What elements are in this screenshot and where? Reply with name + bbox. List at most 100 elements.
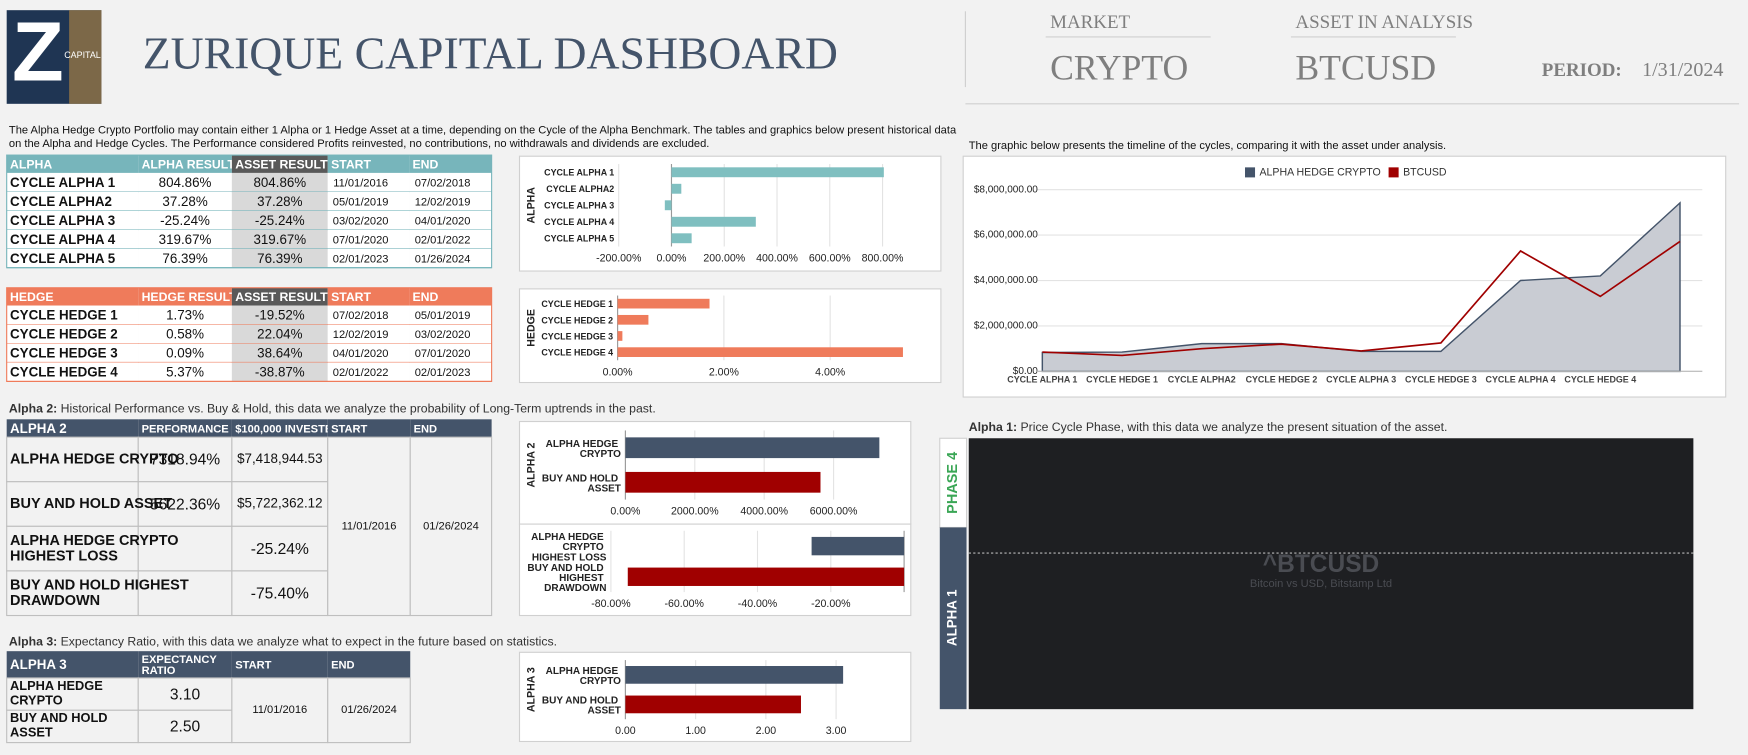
bar [617, 347, 903, 357]
table-cell-text: 76.39% [257, 251, 302, 266]
table-cell-text: 03/02/2020 [333, 215, 389, 227]
table-cell-text: $5,722,362.12 [237, 496, 322, 511]
table-cell [231, 248, 328, 268]
bar [625, 666, 844, 684]
x-tick-label: 1.00 [685, 725, 706, 737]
table-cell-text: 37.28% [162, 194, 207, 209]
table-cell [6, 248, 139, 268]
table-cell [327, 229, 410, 249]
y-tick-label: ALPHA HEDGE CRYPTO [546, 666, 622, 687]
table-cell-text: ALPHA HEDGE CRYPTO [10, 678, 106, 707]
table-cell [409, 436, 493, 617]
axis-label: ALPHA [526, 187, 538, 224]
table-cell [327, 419, 411, 438]
table-cell [409, 362, 492, 382]
table-cell [327, 248, 410, 268]
x-tick-label: -40.00% [738, 598, 778, 610]
axis-label: ALPHA 3 [526, 667, 538, 712]
table-cell-text: 22.04% [257, 327, 302, 342]
table-cell [138, 210, 232, 230]
x-tick-label: 2.00% [709, 366, 740, 378]
table-cell-text: 02/01/2022 [333, 367, 389, 379]
table-header: START [331, 423, 367, 435]
x-tick-label: 0.00% [656, 253, 687, 265]
table-cell [231, 677, 329, 744]
price-chart-image [968, 438, 1694, 710]
table-cell [138, 362, 232, 382]
table-cell-text: BUY AND HOLD ASSET [10, 711, 111, 740]
table-cell [6, 210, 139, 230]
phase-label: ALPHA 1 [945, 589, 960, 646]
table-cell [6, 677, 139, 711]
legend-label: ALPHA HEDGE CRYPTO [1259, 167, 1380, 179]
y-tick-label: CYCLE ALPHA 5 [544, 234, 614, 244]
table-cell [231, 436, 329, 483]
table-cell-text: 804.86% [253, 175, 306, 190]
table-cell-text: 12/02/2019 [415, 196, 471, 208]
table-cell-text: 07/02/2018 [415, 177, 471, 189]
legend-label: BTCUSD [1403, 167, 1447, 179]
y-tick-label: $2,000,000.00 [974, 321, 1038, 332]
x-tick-label: CYCLE HEDGE 3 [1405, 375, 1477, 385]
table-cell [231, 305, 328, 325]
table-cell-text: -25.24% [255, 213, 305, 228]
table-header: EXPECTANCY RATIO [142, 654, 220, 677]
table-cell [138, 324, 232, 344]
market: CRYPTO [1050, 48, 1188, 88]
table-header: HEDGE [10, 290, 54, 304]
period-label: PERIOD: [1542, 60, 1622, 81]
y-tick-label: CYCLE ALPHA 3 [544, 201, 614, 211]
table-cell-text: 11/01/2016 [342, 520, 397, 532]
table-cell-text: 0.58% [166, 327, 204, 342]
y-tick-label: ALPHA HEDGE CRYPTO HIGHEST LOSS [531, 532, 607, 563]
y-tick-label: $0.00 [1013, 366, 1038, 377]
table-cell-text: 2.50 [170, 719, 201, 736]
table-header: ASSET RESULT [235, 157, 328, 171]
symbol: ^BTCUSD [1263, 551, 1379, 578]
table-cell [6, 525, 139, 572]
asset: BTCUSD [1295, 48, 1436, 88]
table-cell [137, 677, 233, 711]
table-cell-text: 319.67% [159, 232, 212, 247]
y-tick-label: CYCLE ALPHA 4 [544, 217, 614, 227]
table-cell-text: BUY AND HOLD HIGHEST DRAWDOWN [10, 577, 193, 609]
table-header: ALPHA 2 [10, 421, 67, 436]
table-cell [138, 191, 232, 211]
x-tick-label: -200.00% [596, 253, 642, 265]
table-cell-text: 02/01/2023 [333, 253, 389, 265]
logo-text: CAPITAL [64, 50, 101, 60]
intro-text: on the Alpha and Hedge Cycles. The Perfo… [9, 138, 709, 150]
table-header: ALPHA RESULT [142, 157, 236, 171]
logo-letter: Z [12, 3, 64, 98]
bar [664, 200, 672, 211]
table-cell [231, 155, 328, 173]
bar [625, 695, 801, 714]
table-cell [327, 343, 410, 363]
table-border [6, 287, 493, 382]
note: Alpha 1: Price Cycle Phase, with this da… [969, 420, 1448, 434]
period: 1/31/2024 [1642, 59, 1723, 81]
table-header: ASSET RESULT [235, 290, 328, 304]
phase-box [939, 527, 967, 710]
table-cell-text: 11/01/2016 [252, 704, 307, 716]
table-cell [409, 287, 492, 306]
table-cell [6, 419, 139, 438]
note: The graphic below presents the timeline … [969, 140, 1446, 152]
bar [811, 536, 905, 556]
table-cell [231, 525, 329, 572]
bar [617, 331, 623, 341]
table-cell [231, 172, 328, 192]
table-cell-text: 11/01/2016 [333, 177, 388, 189]
table-border [6, 154, 493, 269]
x-tick-label: 800.00% [862, 253, 904, 265]
table-cell [231, 191, 328, 211]
table-header: END [331, 660, 354, 672]
table-cell [138, 172, 232, 192]
table-cell [138, 248, 232, 268]
y-tick-label: CYCLE HEDGE 1 [541, 299, 613, 309]
table-cell-text: 01/26/2024 [415, 253, 471, 265]
table-cell [6, 651, 139, 678]
x-tick-label: CYCLE HEDGE 1 [1086, 375, 1158, 385]
market-label: MARKET [1050, 12, 1130, 33]
